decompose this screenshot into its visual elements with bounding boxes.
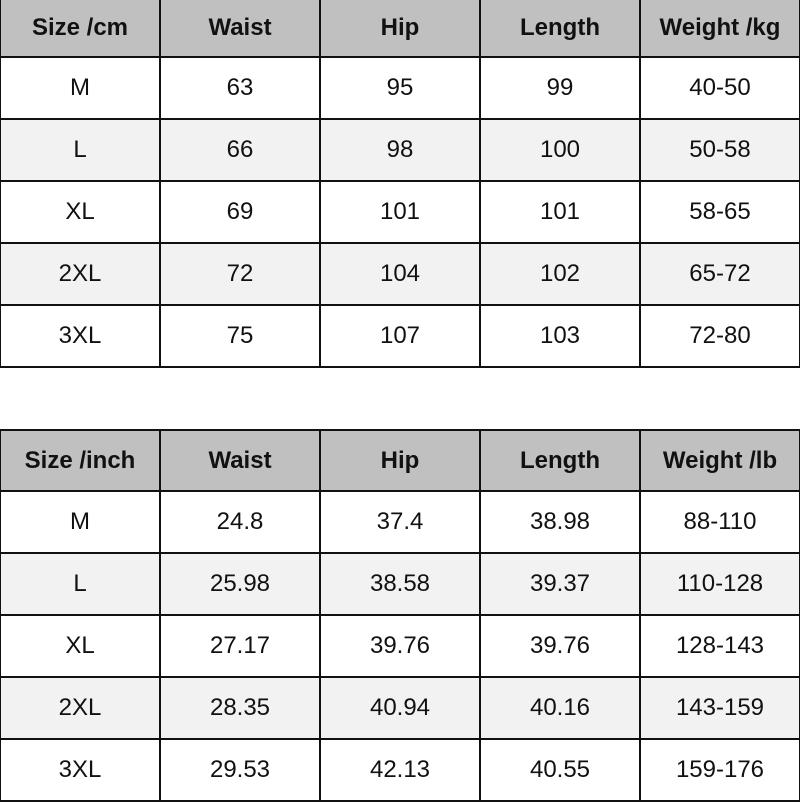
table-cell: 24.8 (159, 490, 321, 554)
column-header: Length (479, 429, 641, 492)
table-cell: 40.94 (319, 676, 481, 740)
table-row: 3XL 75 107 103 72-80 (0, 304, 800, 368)
table-cell: 2XL (0, 242, 161, 306)
table-cell: 107 (319, 304, 481, 368)
table-cell: L (0, 552, 161, 616)
table-cell: M (0, 56, 161, 120)
header-row: Size /inch Waist Hip Length Weight /lb (0, 429, 800, 492)
table-row: XL 69 101 101 58-65 (0, 180, 800, 244)
table-cell: 159-176 (639, 738, 800, 802)
table-cell: 42.13 (319, 738, 481, 802)
table-cell: 101 (479, 180, 641, 244)
table-row: L 66 98 100 50-58 (0, 118, 800, 182)
table-cell: 110-128 (639, 552, 800, 616)
table-cell: 37.4 (319, 490, 481, 554)
table-cell: 98 (319, 118, 481, 182)
table-cell: 65-72 (639, 242, 800, 306)
table-cell: 50-58 (639, 118, 800, 182)
table-cell: 99 (479, 56, 641, 120)
table-cell: 58-65 (639, 180, 800, 244)
table-cell: 104 (319, 242, 481, 306)
column-header: Waist (159, 429, 321, 492)
table-cell: 39.76 (319, 614, 481, 678)
table-cell: 40.16 (479, 676, 641, 740)
table-cell: 39.37 (479, 552, 641, 616)
column-header: Hip (319, 0, 481, 58)
table-row: 2XL 72 104 102 65-72 (0, 242, 800, 306)
column-header: Size /inch (0, 429, 161, 492)
table-cell: 38.98 (479, 490, 641, 554)
table-cell: 72 (159, 242, 321, 306)
table-cell: 3XL (0, 304, 161, 368)
table-cell: 40.55 (479, 738, 641, 802)
table-cell: 128-143 (639, 614, 800, 678)
table-cell: 75 (159, 304, 321, 368)
column-header: Waist (159, 0, 321, 58)
column-header: Length (479, 0, 641, 58)
column-header: Weight /kg (639, 0, 800, 58)
table-cell: 66 (159, 118, 321, 182)
table-cell: 95 (319, 56, 481, 120)
table-cell: 143-159 (639, 676, 800, 740)
table-cell: 3XL (0, 738, 161, 802)
header-row: Size /cm Waist Hip Length Weight /kg (0, 0, 800, 58)
table-row: 2XL 28.35 40.94 40.16 143-159 (0, 676, 800, 740)
table-cell: 69 (159, 180, 321, 244)
table-row: M 63 95 99 40-50 (0, 56, 800, 120)
table-cell: 27.17 (159, 614, 321, 678)
table-cell: L (0, 118, 161, 182)
table-cell: 38.58 (319, 552, 481, 616)
table-cell: 2XL (0, 676, 161, 740)
table-cell: 25.98 (159, 552, 321, 616)
size-table-cm: Size /cm Waist Hip Length Weight /kg M 63 95 99 4… (0, 0, 800, 368)
table-row: 3XL 29.53 42.13 40.55 159-176 (0, 738, 800, 802)
table-cell: 63 (159, 56, 321, 120)
table-cell: 28.35 (159, 676, 321, 740)
table-cell: 72-80 (639, 304, 800, 368)
table-cell: XL (0, 180, 161, 244)
table-cell: 102 (479, 242, 641, 306)
table-row: M 24.8 37.4 38.98 88-110 (0, 490, 800, 554)
table-cell: XL (0, 614, 161, 678)
table-row: L 25.98 38.58 39.37 110-128 (0, 552, 800, 616)
table-cell: 103 (479, 304, 641, 368)
column-header: Hip (319, 429, 481, 492)
table-cell: M (0, 490, 161, 554)
table-cell: 40-50 (639, 56, 800, 120)
table-cell: 29.53 (159, 738, 321, 802)
size-table-inch: Size /inch Waist Hip Length Weight /lb M 24.8 3… (0, 429, 800, 802)
table-row: XL 27.17 39.76 39.76 128-143 (0, 614, 800, 678)
table-cell: 101 (319, 180, 481, 244)
table-cell: 39.76 (479, 614, 641, 678)
table-cell: 100 (479, 118, 641, 182)
table-cell: 88-110 (639, 490, 800, 554)
column-header: Size /cm (0, 0, 161, 58)
column-header: Weight /lb (639, 429, 800, 492)
